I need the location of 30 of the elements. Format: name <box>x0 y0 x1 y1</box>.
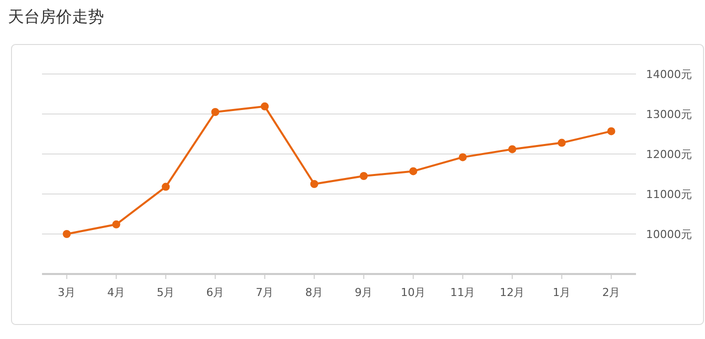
x-tick-label: 7月 <box>256 286 274 299</box>
point <box>409 167 418 176</box>
chart-title: 天台房价走势 <box>8 7 104 26</box>
x-tick-label: 3月 <box>58 286 76 299</box>
x-tick-label: 8月 <box>305 286 324 299</box>
point <box>211 108 220 116</box>
point <box>458 153 467 162</box>
point <box>558 138 566 147</box>
x-tick-label: 6月 <box>206 286 224 299</box>
x-tick-label: 12月 <box>500 286 525 299</box>
x-tick-label: 1月 <box>552 286 571 299</box>
y-tick-label: 13000元 <box>646 108 692 121</box>
y-tick-label: 12000元 <box>646 148 692 161</box>
point <box>162 182 170 191</box>
point <box>310 180 318 188</box>
x-tick-label: 11月 <box>450 286 476 299</box>
x-tick-label: 4月 <box>107 286 126 299</box>
x-tick-label: 9月 <box>354 286 373 299</box>
y-tick-label: 10000元 <box>646 228 692 241</box>
x-tick-label: 5月 <box>156 286 175 299</box>
point <box>360 172 368 180</box>
point <box>112 220 120 228</box>
point <box>62 230 71 238</box>
x-tick-label: 10月 <box>400 286 426 299</box>
y-tick-label: 11000元 <box>646 188 692 201</box>
point <box>260 102 269 110</box>
y-tick-label: 14000元 <box>646 68 692 81</box>
point <box>607 127 616 136</box>
x-tick-label: 2月 <box>602 286 620 299</box>
point <box>508 145 516 154</box>
